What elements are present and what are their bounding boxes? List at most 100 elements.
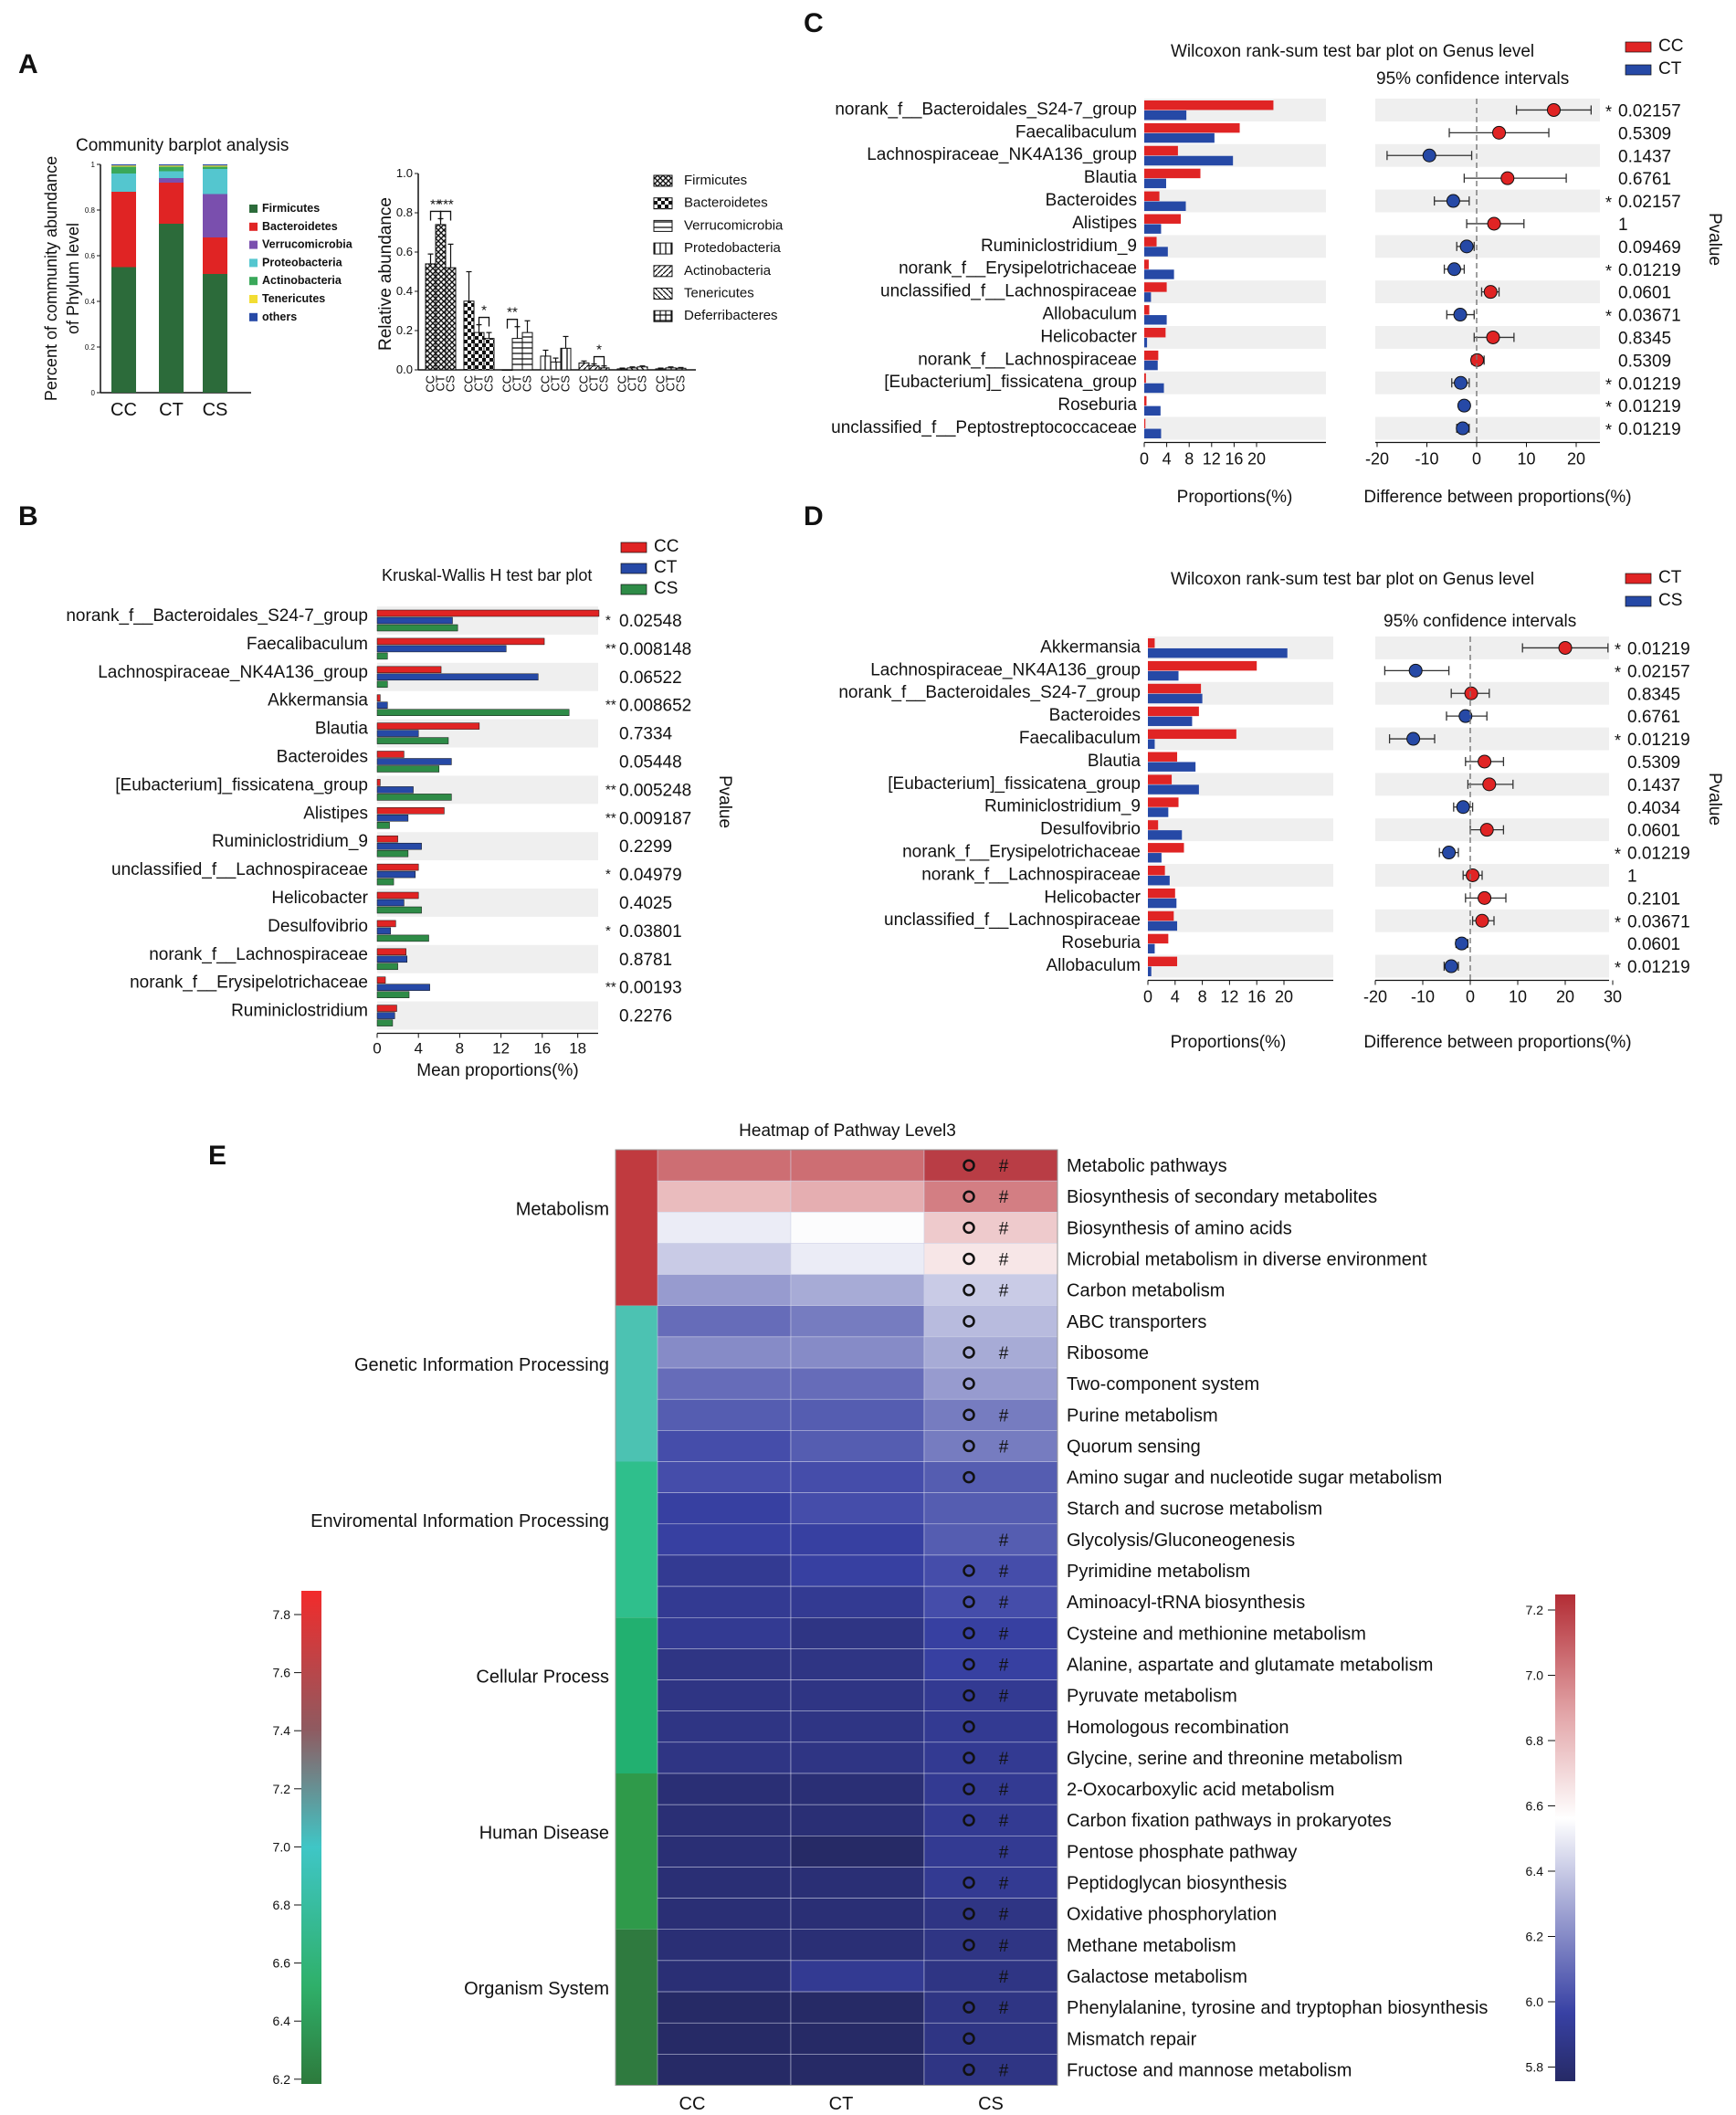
- a-rel-group-tick-label: CC: [615, 375, 629, 393]
- category-label: Cellular Process: [476, 1668, 609, 1688]
- b-genus-label: Ruminiclostridium: [231, 1002, 368, 1021]
- heatmap-cell: [790, 1149, 925, 1182]
- proportion-bar: [1148, 752, 1178, 762]
- b-bar: [376, 906, 422, 914]
- b-genus-label: norank_f__Lachnospiraceae: [149, 945, 368, 964]
- right-xtick-label: 10: [1517, 450, 1535, 468]
- panel-label-c: C: [804, 8, 824, 38]
- heatmap-cell: [657, 1741, 792, 1774]
- a-stack-bar-segment: [111, 164, 136, 166]
- category-color-bar: [615, 1305, 658, 1462]
- a-rel-bar: [616, 368, 628, 371]
- a-rel-bar: [626, 367, 638, 371]
- pvalue-star: *: [1615, 959, 1621, 977]
- heatmap-cell: [657, 1398, 792, 1431]
- a-rel-bar: [540, 355, 552, 371]
- heatmap-cell: [790, 1991, 925, 2024]
- a-rel-bar: [665, 367, 677, 371]
- significance-hash-mark: #: [999, 1688, 1009, 1707]
- pvalue: 0.01219: [1627, 958, 1690, 977]
- a-stack-group-label: CS: [203, 400, 228, 420]
- significance-circle-mark: [963, 1470, 975, 1484]
- significance-circle-mark: [963, 1283, 975, 1297]
- heatmap-cell: [923, 1305, 1058, 1338]
- pvalue: 0.03671: [1627, 912, 1690, 931]
- significance-circle-mark: [963, 1315, 975, 1328]
- legend-label: CT: [1658, 59, 1682, 79]
- pathway-label: Galactose metabolism: [1067, 1967, 1247, 1987]
- proportion-bar: [1144, 360, 1158, 371]
- heatmap-cell: [923, 1243, 1058, 1275]
- row-band-left: [1144, 416, 1326, 440]
- difference-point: [1453, 308, 1468, 322]
- a-rel-significance-bracket: [439, 210, 452, 221]
- proportion-bar: [1148, 693, 1203, 704]
- a-stack-bar-segment: [159, 164, 184, 166]
- b-pvalue: 0.02548: [619, 612, 682, 631]
- b-pvalue: 0.7334: [619, 725, 673, 744]
- b-pvalue: 0.00193: [619, 979, 682, 998]
- b-bar: [376, 920, 396, 928]
- pvalue-star: *: [1615, 663, 1621, 681]
- heatmap-cell: [790, 1492, 925, 1525]
- difference-point: [1479, 823, 1494, 837]
- b-pvalue: 0.8781: [619, 951, 672, 970]
- b-bar: [376, 637, 545, 646]
- proportion-bar: [1144, 191, 1160, 202]
- b-genus-label: Faecalibaculum: [247, 635, 368, 654]
- a-rel-group-tick-label: CS: [444, 375, 458, 392]
- pvalue: 0.0601: [1627, 822, 1680, 841]
- a-stack-bar-segment: [159, 166, 184, 172]
- b-bar: [376, 680, 388, 689]
- right-xtick-label: 20: [1567, 450, 1585, 468]
- significance-hash-mark: #: [999, 1563, 1009, 1582]
- pathway-label: Biosynthesis of amino acids: [1067, 1218, 1292, 1238]
- a-stack-legend-swatch: [249, 240, 258, 249]
- a-stack-bar-segment: [203, 169, 227, 195]
- significance-circle-mark: [963, 1939, 975, 1952]
- heatmap-cell: [657, 1773, 792, 1805]
- b-genus-label: Alistipes: [303, 804, 368, 823]
- pvalue: 0.8345: [1627, 685, 1680, 704]
- proportion-bar: [1148, 888, 1175, 899]
- heatmap-cell: [790, 1617, 925, 1649]
- a-rel-group-tick-label: CT: [664, 375, 678, 391]
- row-band-right: [1375, 954, 1609, 978]
- proportion-bar: [1148, 820, 1159, 830]
- legend-label: CT: [654, 558, 678, 577]
- proportion-bar: [1144, 405, 1161, 416]
- b-bar: [376, 652, 388, 660]
- proportion-bar: [1144, 247, 1168, 257]
- heatmap-cell: [923, 1836, 1058, 1868]
- pvalue: 0.8345: [1618, 329, 1671, 348]
- proportion-bar: [1144, 269, 1174, 279]
- genus-label: unclassified_f__Lachnospiraceae: [884, 910, 1141, 930]
- significance-hash-mark: #: [999, 1594, 1009, 1613]
- heatmap-cell: [790, 1243, 925, 1275]
- category-color-bar: [615, 1929, 658, 2086]
- row-band-left: [1144, 280, 1326, 304]
- category-color-bar: [615, 1617, 658, 1773]
- heatmap-cell: [790, 1898, 925, 1931]
- row-band-right: [1375, 189, 1600, 213]
- panel-a-stack-legend: Firmicutes Bacteroidetes Verrucomicrobia Pr…: [249, 202, 353, 323]
- heatmap-cell: [657, 1960, 792, 1993]
- a-rel-bar: [637, 366, 648, 371]
- pvalue: 0.2101: [1627, 889, 1680, 909]
- pvalue-star: *: [1605, 262, 1612, 280]
- proportion-bar: [1148, 866, 1165, 876]
- panel-d-pvalue-label: Pvalue: [1705, 773, 1724, 826]
- panel-a-relative-abundance-chart: Relative abundance 0.0 0.2 0.4 0.6 0.8 1.0 CC…: [376, 166, 784, 393]
- a-rel-significance-label: ***: [437, 196, 454, 212]
- a-rel-group-tick-label: CT: [472, 375, 486, 391]
- b-bar: [376, 1005, 397, 1012]
- proportion-bar: [1144, 305, 1150, 315]
- pvalue: 0.1437: [1627, 776, 1680, 795]
- left-scale-label: 7.6: [273, 1666, 291, 1680]
- proportion-bar: [1148, 910, 1174, 921]
- heatmap-cell: [657, 1180, 792, 1213]
- pvalue: 0.5309: [1618, 124, 1671, 143]
- b-bar: [376, 1012, 395, 1019]
- b-star: *: [605, 867, 611, 882]
- panel-d-title: Wilcoxon rank-sum test bar plot on Genus…: [1171, 570, 1534, 589]
